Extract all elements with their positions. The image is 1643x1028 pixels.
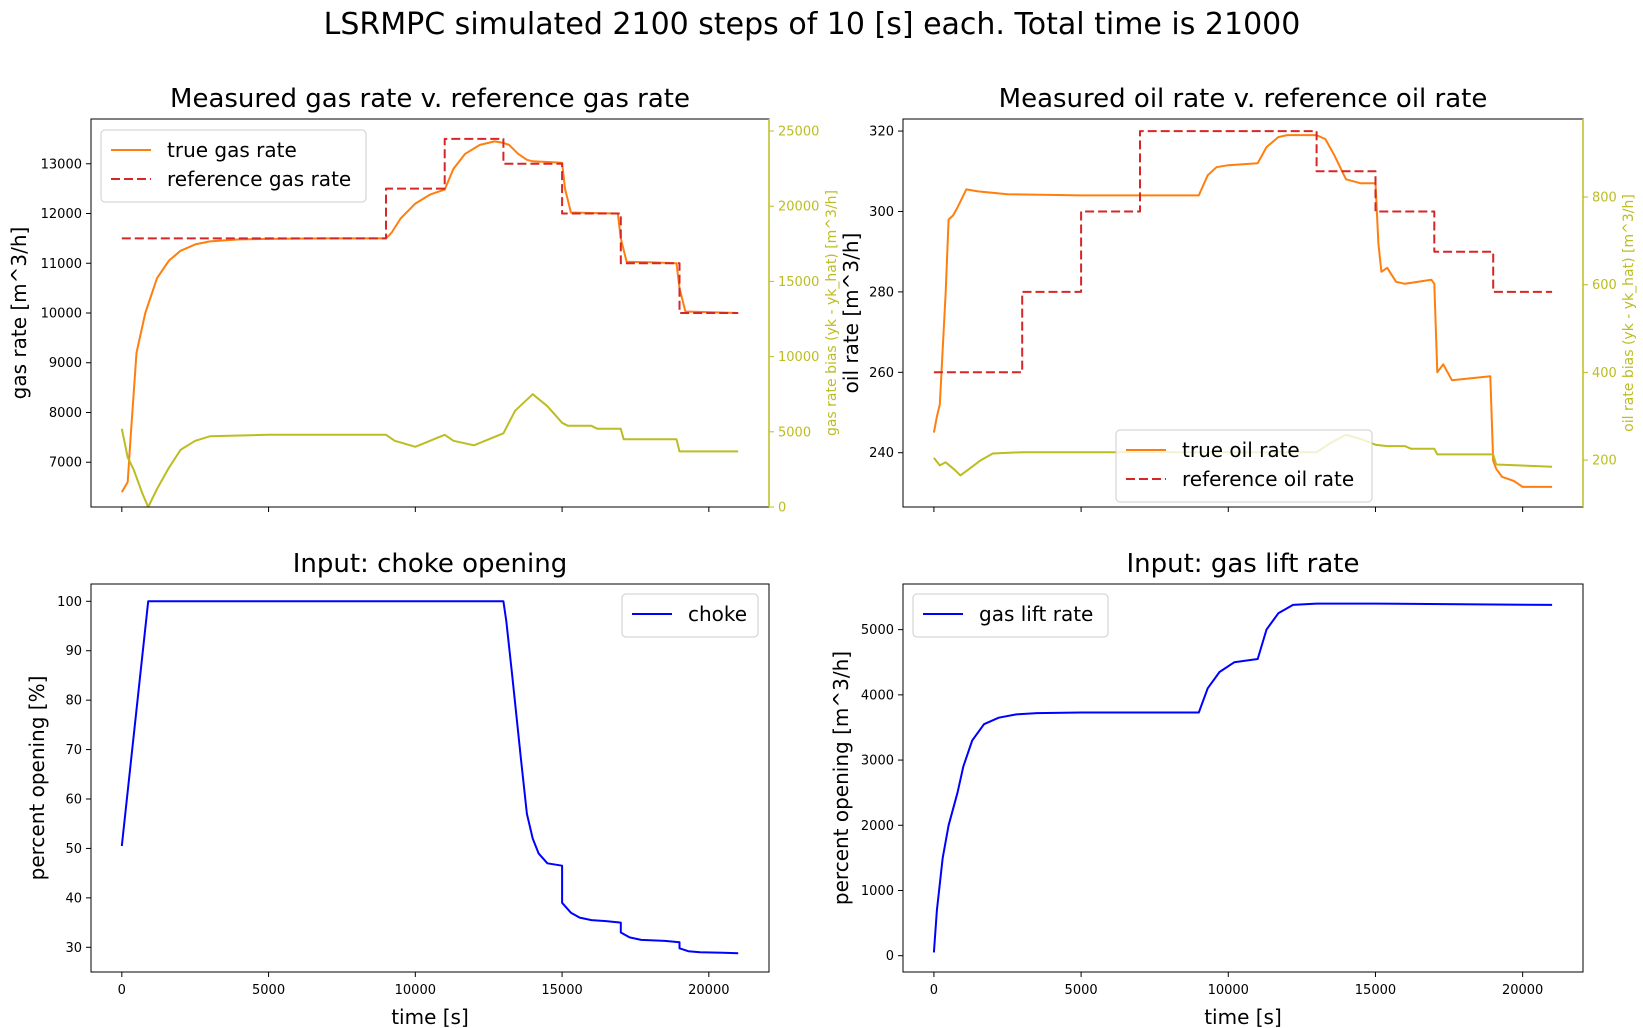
- subplot-1: Measured gas rate v. reference gas rate 7…: [7, 84, 840, 516]
- subplot-3: Input: choke opening 0 5000 10000 15000 20000…: [25, 549, 770, 1028]
- y-tick-label: 1000: [861, 884, 894, 899]
- legend-entry: true gas rate: [167, 138, 297, 162]
- legend-entry: true oil rate: [1182, 438, 1300, 462]
- y-tick-label: 60: [65, 793, 82, 808]
- y-tick-label: 8000: [49, 406, 82, 421]
- x-tick-label: 20000: [1502, 983, 1543, 998]
- legend-entry: reference oil rate: [1182, 467, 1354, 491]
- y-tick-label: 3000: [861, 754, 894, 769]
- y-tick-label: 12000: [41, 207, 82, 222]
- figure-suptitle: LSRMPC simulated 2100 steps of 10 [s] ea…: [324, 7, 1301, 42]
- y2-tick-label: 200: [1592, 454, 1617, 469]
- y-tick-label: 9000: [49, 356, 82, 371]
- y2-tick-label: 800: [1592, 191, 1617, 206]
- x-axis-label: time [s]: [1204, 1005, 1282, 1028]
- y-tick-label: 320: [869, 125, 894, 140]
- x-tick-label: 0: [930, 983, 938, 998]
- subplot-title: Measured oil rate v. reference oil rate: [999, 84, 1488, 114]
- series-line-true-gas-rate: [120, 140, 739, 493]
- x-tick-label: 10000: [1208, 983, 1249, 998]
- y-axis-label: percent opening [m^3/h]: [829, 651, 853, 905]
- legend: gas lift rate: [912, 593, 1109, 638]
- y-tick-label: 260: [869, 366, 894, 381]
- y-tick-label: 300: [869, 205, 894, 220]
- y-tick-label: 50: [65, 842, 82, 857]
- subplot-2: Measured oil rate v. reference oil rate 2…: [839, 84, 1637, 512]
- x-tick-label: 0: [118, 983, 126, 998]
- legend: true gas rate reference gas rate: [100, 129, 367, 203]
- series-line-choke: [120, 600, 739, 955]
- y-axis-label: percent opening [%]: [25, 676, 49, 881]
- series-line-gas-lift-rate: [932, 602, 1553, 953]
- y-tick-label: 2000: [861, 819, 894, 834]
- y2-tick-label: 15000: [778, 275, 819, 290]
- y-tick-label: 90: [65, 644, 82, 659]
- y-axis-label: gas rate [m^3/h]: [7, 227, 31, 400]
- y2-axis-label: gas rate bias (yk - yk_hat) [m^3/h]: [824, 190, 840, 436]
- y-tick-label: 5000: [861, 623, 894, 638]
- axes-frame: [902, 583, 1584, 973]
- x-tick-label: 10000: [395, 983, 436, 998]
- x-tick-label: 5000: [252, 983, 285, 998]
- series-line-bias: [120, 393, 739, 507]
- y2-tick-label: 5000: [778, 425, 811, 440]
- y-tick-label: 40: [65, 891, 82, 906]
- y-tick-label: 10000: [41, 307, 82, 322]
- y2-tick-label: 0: [778, 501, 786, 516]
- y-tick-label: 240: [869, 446, 894, 461]
- subplot-title: Input: choke opening: [293, 549, 568, 579]
- y-tick-label: 80: [65, 694, 82, 709]
- y-tick-label: 13000: [41, 157, 82, 172]
- y-tick-label: 11000: [41, 257, 82, 272]
- y2-axis-label: oil rate bias (yk - yk_hat) [m^3/h]: [1621, 194, 1637, 432]
- subplot-title: Measured gas rate v. reference gas rate: [170, 84, 690, 114]
- legend-entry: choke: [688, 602, 747, 626]
- legend-entry: gas lift rate: [979, 602, 1093, 626]
- x-tick-label: 5000: [1065, 983, 1098, 998]
- y-tick-label: 7000: [49, 456, 82, 471]
- x-axis-label: time [s]: [391, 1005, 469, 1028]
- y2-tick-label: 600: [1592, 278, 1617, 293]
- x-tick-label: 15000: [541, 983, 582, 998]
- y-tick-label: 70: [65, 743, 82, 758]
- y-tick-label: 0: [886, 949, 894, 964]
- subplot-title: Input: gas lift rate: [1126, 549, 1359, 579]
- series-line-true-oil-rate: [932, 134, 1553, 488]
- y-axis-label: oil rate [m^3/h]: [839, 233, 863, 394]
- y2-tick-label: 20000: [778, 200, 819, 215]
- legend: true oil rate reference oil rate: [1115, 429, 1373, 503]
- y-tick-label: 4000: [861, 688, 894, 703]
- y-tick-label: 30: [65, 941, 82, 956]
- y2-tick-label: 400: [1592, 366, 1617, 381]
- legend: choke: [621, 593, 759, 638]
- y2-tick-label: 10000: [778, 350, 819, 365]
- y2-tick-label: 25000: [778, 125, 819, 140]
- y-tick-label: 100: [57, 595, 82, 610]
- x-tick-label: 20000: [688, 983, 729, 998]
- series-line-reference-oil-rate: [933, 130, 1553, 374]
- x-tick-label: 15000: [1355, 983, 1396, 998]
- legend-entry: reference gas rate: [167, 167, 351, 191]
- axes-frame: [90, 583, 770, 973]
- series-line-reference-gas-rate: [121, 137, 739, 314]
- y-tick-label: 280: [869, 285, 894, 300]
